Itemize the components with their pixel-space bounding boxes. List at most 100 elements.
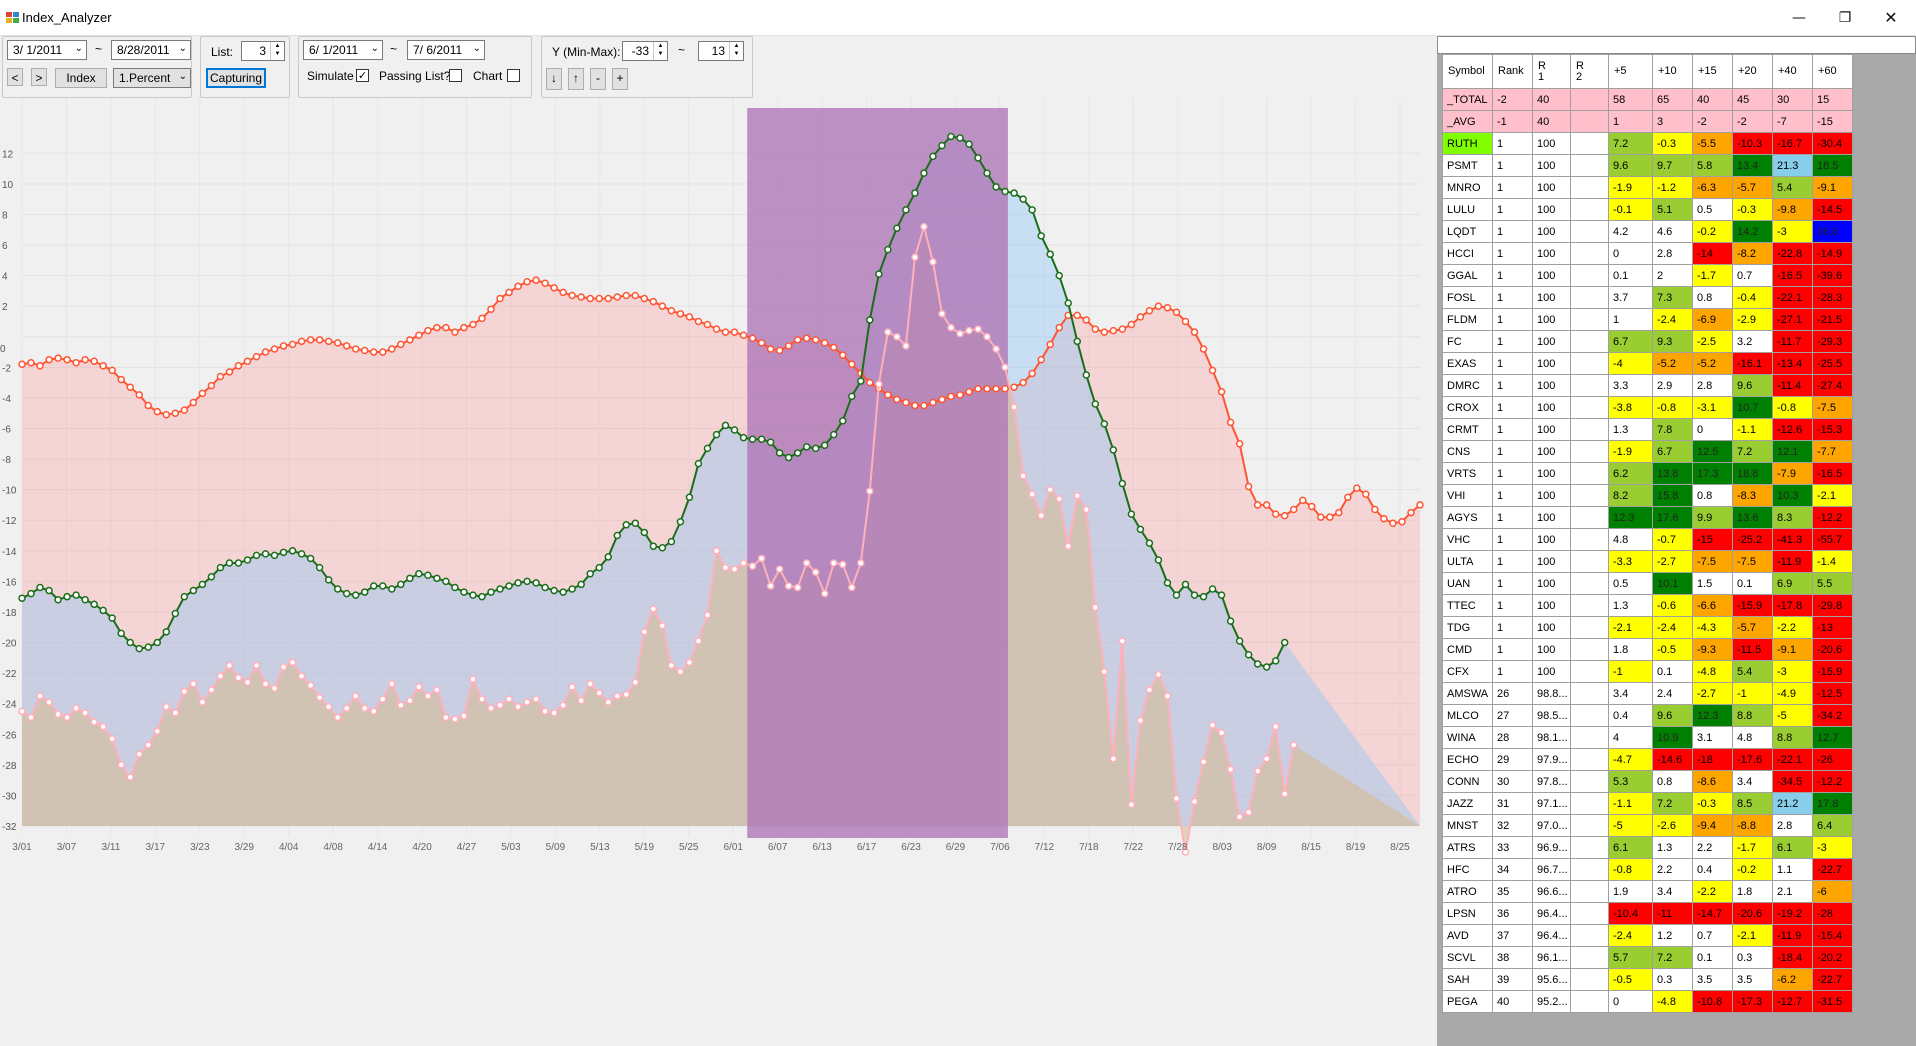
grid-cell[interactable]: -3.1 xyxy=(1692,396,1733,419)
grid-cell[interactable] xyxy=(1570,902,1609,925)
grid-cell[interactable]: -20.2 xyxy=(1812,946,1853,969)
grid-cell[interactable]: -9.4 xyxy=(1692,814,1733,837)
grid-cell[interactable]: 5.4 xyxy=(1772,176,1813,199)
grid-cell[interactable]: 1 xyxy=(1608,308,1653,331)
grid-cell[interactable]: 1 xyxy=(1492,396,1533,419)
grid-cell[interactable]: UAN xyxy=(1442,572,1493,595)
grid-cell[interactable]: -22.7 xyxy=(1812,858,1853,881)
grid-cell[interactable]: -5 xyxy=(1772,704,1813,727)
grid-cell[interactable]: 2.8 xyxy=(1692,374,1733,397)
grid-cell[interactable]: -16.1 xyxy=(1732,352,1773,375)
grid-cell[interactable]: 5.4 xyxy=(1732,660,1773,683)
grid-filter-bar[interactable] xyxy=(1437,36,1916,54)
grid-cell[interactable] xyxy=(1570,308,1609,331)
grid-cell[interactable]: 12.3 xyxy=(1608,506,1653,529)
grid-cell[interactable]: -10.3 xyxy=(1732,132,1773,155)
grid-cell[interactable]: 98.5... xyxy=(1532,704,1571,727)
grid-cell[interactable]: SAH xyxy=(1442,968,1493,991)
grid-cell[interactable]: -9.1 xyxy=(1772,638,1813,661)
grid-cell[interactable]: 96.9... xyxy=(1532,836,1571,859)
grid-cell[interactable]: -2.2 xyxy=(1692,880,1733,903)
grid-cell[interactable]: PEGA xyxy=(1442,990,1493,1013)
grid-cell[interactable]: 1.2 xyxy=(1652,924,1693,947)
grid-cell[interactable]: 96.7... xyxy=(1532,858,1571,881)
grid-cell[interactable]: -0.3 xyxy=(1652,132,1693,155)
grid-cell[interactable]: 3.4 xyxy=(1652,880,1693,903)
grid-cell[interactable]: 100 xyxy=(1532,418,1571,441)
grid-cell[interactable]: 58 xyxy=(1608,88,1653,111)
grid-cell[interactable]: LQDT xyxy=(1442,220,1493,243)
grid-cell[interactable]: 100 xyxy=(1532,506,1571,529)
grid-cell[interactable]: 1.3 xyxy=(1608,594,1653,617)
grid-cell[interactable]: 0 xyxy=(1608,990,1653,1013)
grid-cell[interactable]: 1 xyxy=(1492,352,1533,375)
grid-cell[interactable]: 12.5 xyxy=(1692,440,1733,463)
grid-cell[interactable]: -0.5 xyxy=(1608,968,1653,991)
grid-cell[interactable]: -34.2 xyxy=(1812,704,1853,727)
grid-cell[interactable]: -5.7 xyxy=(1732,616,1773,639)
grid-cell[interactable]: -15 xyxy=(1692,528,1733,551)
grid-cell[interactable]: -6.6 xyxy=(1692,594,1733,617)
grid-cell[interactable]: -10.8 xyxy=(1692,990,1733,1013)
grid-cell[interactable]: -0.5 xyxy=(1652,638,1693,661)
grid-cell[interactable]: -29.3 xyxy=(1812,330,1853,353)
grid-cell[interactable]: -7.9 xyxy=(1772,462,1813,485)
grid-cell[interactable] xyxy=(1570,330,1609,353)
grid-cell[interactable]: -10.4 xyxy=(1608,902,1653,925)
grid-cell[interactable]: 100 xyxy=(1532,440,1571,463)
grid-cell[interactable]: 96.1... xyxy=(1532,946,1571,969)
grid-cell[interactable] xyxy=(1570,858,1609,881)
grid-cell[interactable]: 100 xyxy=(1532,660,1571,683)
grid-cell[interactable]: MLCO xyxy=(1442,704,1493,727)
grid-cell[interactable]: 15 xyxy=(1812,88,1853,111)
grid-cell[interactable]: -14.6 xyxy=(1652,748,1693,771)
grid-cell[interactable]: -28.3 xyxy=(1812,286,1853,309)
grid-cell[interactable]: 0.4 xyxy=(1608,704,1653,727)
grid-cell[interactable]: -0.3 xyxy=(1732,198,1773,221)
grid-cell[interactable]: -0.8 xyxy=(1652,396,1693,419)
grid-cell[interactable]: -16.5 xyxy=(1812,462,1853,485)
grid-cell[interactable]: -28 xyxy=(1812,902,1853,925)
grid-cell[interactable]: 3.4 xyxy=(1608,682,1653,705)
grid-cell[interactable]: 8.8 xyxy=(1732,704,1773,727)
grid-cell[interactable]: -20.6 xyxy=(1732,902,1773,925)
grid-cell[interactable]: 9.9 xyxy=(1692,506,1733,529)
grid-cell[interactable]: -2.7 xyxy=(1652,550,1693,573)
grid-cell[interactable]: 40 xyxy=(1692,88,1733,111)
grid-cell[interactable]: -6.2 xyxy=(1772,968,1813,991)
grid-cell[interactable]: -11.4 xyxy=(1772,374,1813,397)
grid-cell[interactable]: -27.1 xyxy=(1772,308,1813,331)
grid-cell[interactable]: -17.3 xyxy=(1732,990,1773,1013)
table-row[interactable]: VHC 1 100 4.8 -0.7 -15 -25.2 -41.3 -55.7 xyxy=(1442,528,1853,551)
grid-cell[interactable]: 39 xyxy=(1492,968,1533,991)
table-row[interactable]: VHI 1 100 8.2 15.8 0.8 -8.3 10.3 -2.1 xyxy=(1442,484,1853,507)
grid-cell[interactable]: -2.1 xyxy=(1732,924,1773,947)
grid-cell[interactable]: -25.5 xyxy=(1812,352,1853,375)
grid-cell[interactable] xyxy=(1570,264,1609,287)
grid-cell[interactable]: 29 xyxy=(1492,748,1533,771)
grid-cell[interactable]: -1.9 xyxy=(1608,176,1653,199)
grid-cell[interactable]: 96.6... xyxy=(1532,880,1571,903)
grid-cell[interactable]: 31 xyxy=(1492,792,1533,815)
grid-cell[interactable]: -12.2 xyxy=(1812,770,1853,793)
to-date-picker[interactable]: 8/28/2011 ⌄ xyxy=(111,40,191,60)
table-row[interactable]: ATRO 35 96.6... 1.9 3.4 -2.2 1.8 2.1 -6 xyxy=(1442,880,1853,903)
grid-cell[interactable]: -0.8 xyxy=(1772,396,1813,419)
grid-cell[interactable] xyxy=(1570,418,1609,441)
grid-cell[interactable]: -8.6 xyxy=(1692,770,1733,793)
column-header[interactable]: Symbol xyxy=(1442,54,1493,89)
grid-cell[interactable]: VRTS xyxy=(1442,462,1493,485)
table-row[interactable]: TDG 1 100 -2.1 -2.4 -4.3 -5.7 -2.2 -13 xyxy=(1442,616,1853,639)
grid-cell[interactable]: -11.9 xyxy=(1772,550,1813,573)
column-header[interactable]: +5 xyxy=(1608,54,1653,89)
grid-cell[interactable] xyxy=(1570,154,1609,177)
grid-cell[interactable]: -22.1 xyxy=(1772,748,1813,771)
grid-cell[interactable]: -22.1 xyxy=(1772,286,1813,309)
grid-cell[interactable]: 97.1... xyxy=(1532,792,1571,815)
grid-cell[interactable] xyxy=(1570,352,1609,375)
grid-cell[interactable]: -2.4 xyxy=(1652,308,1693,331)
grid-cell[interactable]: -34.5 xyxy=(1772,770,1813,793)
y-max-stepper[interactable]: 13 ▲ ▼ xyxy=(698,41,744,61)
grid-cell[interactable]: 3 xyxy=(1652,110,1693,133)
grid-cell[interactable]: GGAL xyxy=(1442,264,1493,287)
